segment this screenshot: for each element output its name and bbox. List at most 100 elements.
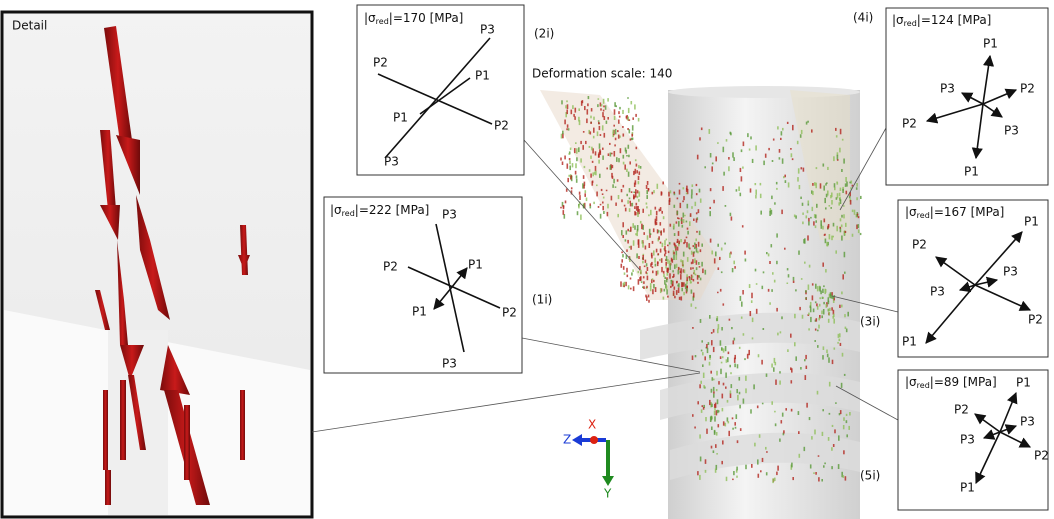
vector-speck <box>629 277 632 280</box>
vector-speck <box>673 254 675 260</box>
vector-speck <box>622 266 625 270</box>
vector-speck <box>706 347 709 354</box>
stress-panel: |σred|=89 [MPa] (5i) P1 P2 P3 P3 P2 P1 <box>860 369 1049 511</box>
vector-speck <box>791 368 793 373</box>
vector-speck <box>827 308 830 312</box>
vector-speck <box>855 187 858 190</box>
vector-speck <box>728 318 731 321</box>
vector-speck <box>771 195 773 200</box>
vector-speck <box>722 440 724 445</box>
vector-speck <box>831 466 833 470</box>
vector-speck <box>823 218 826 223</box>
vector-speck <box>750 300 753 303</box>
vector-speck <box>845 328 848 333</box>
vector-speck <box>807 284 810 290</box>
vector-speck <box>775 379 777 385</box>
vector-speck <box>734 363 736 368</box>
vector-speck <box>812 308 815 313</box>
vector-speck <box>799 306 801 311</box>
vector-speck <box>773 367 775 372</box>
vector-speck <box>626 115 628 120</box>
vector-speck <box>725 359 728 363</box>
vector-speck <box>694 273 697 276</box>
vector-speck <box>698 230 701 236</box>
vector-speck <box>611 172 613 178</box>
vector-speck <box>860 195 862 199</box>
axis-arrow <box>975 431 1001 485</box>
vector-speck <box>727 351 730 355</box>
vector-speck <box>659 258 661 262</box>
vector-speck <box>809 307 812 313</box>
vector-speck <box>839 128 842 135</box>
vector-speck <box>643 286 645 289</box>
vector-speck <box>665 283 667 289</box>
vector-speck <box>765 446 767 450</box>
vector-speck <box>833 318 835 324</box>
vector-speck <box>603 211 605 214</box>
vector-speck <box>648 243 651 248</box>
vector-speck <box>822 262 824 267</box>
vector-speck <box>713 378 715 381</box>
vector-speck <box>683 242 685 245</box>
vector-speck <box>821 479 823 482</box>
vector-speck <box>684 239 686 244</box>
vector-speck <box>733 337 736 341</box>
connectors <box>311 127 899 433</box>
vector-speck <box>734 266 736 269</box>
vector-speck <box>715 410 718 416</box>
vector-speck <box>755 145 757 151</box>
vector-speck <box>602 155 604 160</box>
vector-speck <box>675 221 678 224</box>
vector-speck <box>800 129 803 135</box>
vector-speck <box>837 333 840 338</box>
vector-speck <box>812 183 814 186</box>
vector-speck <box>676 210 679 215</box>
vector-speck <box>834 187 836 191</box>
vector-speck <box>776 307 778 312</box>
stress-tail: |=222 [MPa] <box>355 203 430 217</box>
vector-speck <box>765 373 768 377</box>
vector-speck <box>805 290 807 293</box>
vector-speck <box>677 231 680 236</box>
vector-speck <box>827 297 830 302</box>
axis-arrow <box>974 284 1032 311</box>
vector-speck <box>726 417 729 422</box>
vector-speck <box>692 251 695 257</box>
connector <box>835 385 899 421</box>
vector-speck <box>602 147 604 150</box>
panel-frame <box>897 199 1049 358</box>
vector-speck <box>576 211 579 216</box>
axis-line <box>419 77 471 115</box>
vector-speck <box>631 202 634 207</box>
vector-speck <box>843 251 846 258</box>
vector-speck <box>700 380 702 384</box>
vector-speck <box>797 168 800 174</box>
vector-speck <box>731 327 733 330</box>
vector-speck <box>692 327 694 329</box>
vector-speck <box>692 296 695 301</box>
vector-speck <box>612 184 614 188</box>
vector-speck <box>751 158 754 163</box>
vector-speck <box>857 216 860 219</box>
axis-label: P2 <box>383 260 398 274</box>
axis-label: P3 <box>442 208 457 222</box>
vector-speck <box>717 324 720 330</box>
vector-speck <box>656 261 659 267</box>
vector-speck <box>716 318 718 322</box>
vector-speck <box>588 145 591 148</box>
vector-speck <box>738 391 741 395</box>
vector-speck <box>670 279 673 285</box>
vector-speck <box>802 212 804 215</box>
vector-speck <box>634 168 637 174</box>
axis-arrow <box>925 103 984 124</box>
vector-speck <box>686 285 688 288</box>
vector-speck <box>676 238 679 243</box>
vector-speck <box>718 381 720 385</box>
vector-speck <box>620 281 622 287</box>
vector-speck <box>690 250 693 255</box>
vector-speck <box>681 224 684 228</box>
stress-value: |σred|=167 [MPa] <box>905 205 1004 220</box>
vector-speck <box>695 243 697 248</box>
vector-speck <box>811 295 814 301</box>
vector-speck <box>786 268 789 271</box>
